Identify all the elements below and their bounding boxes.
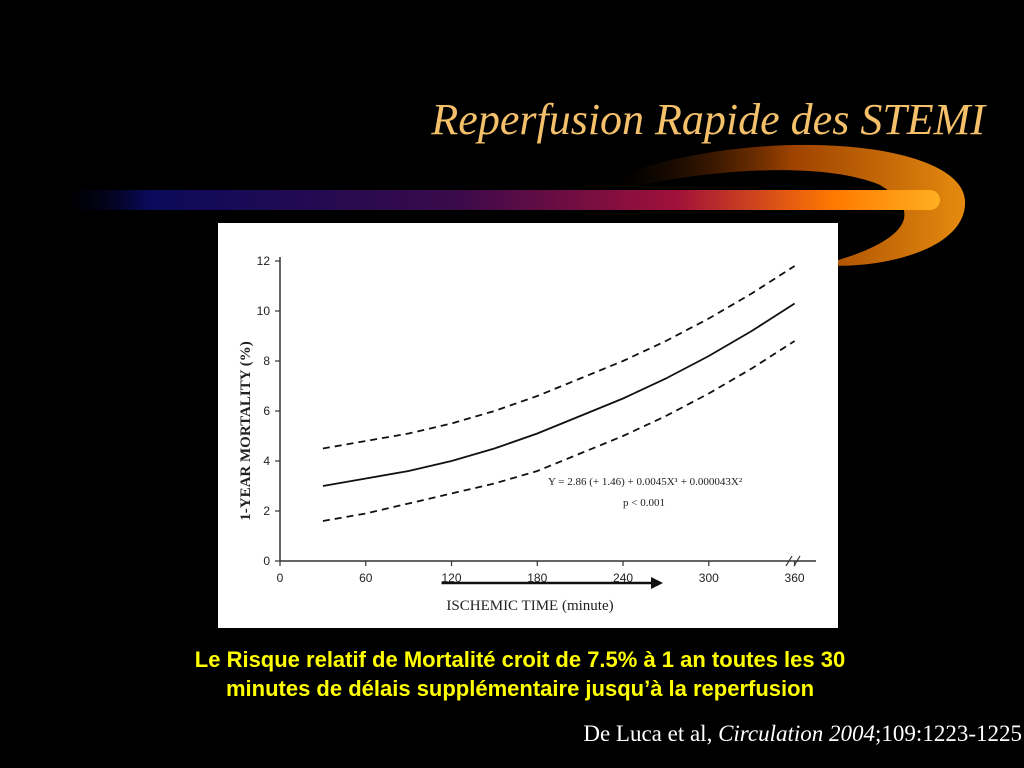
y-tick-label: 6 [263, 404, 270, 418]
y-tick-label: 12 [257, 254, 271, 268]
slide-title: Reperfusion Rapide des STEMI [431, 95, 985, 144]
time-arrow [441, 577, 664, 589]
series-line-confidence-2 [322, 340, 796, 522]
p-value-text: p < 0.001 [623, 497, 665, 509]
caption-line-1: Le Risque relatif de Mortalité croit de … [194, 647, 846, 672]
series-line-confidence-1 [322, 265, 796, 450]
y-tick-label: 10 [257, 304, 271, 318]
x-tick-label: 300 [699, 571, 719, 585]
x-tick-label: 240 [613, 571, 633, 585]
x-tick-label: 180 [527, 571, 547, 585]
y-tick-label: 0 [263, 554, 270, 568]
y-tick-label: 8 [263, 354, 270, 368]
y-tick-label: 4 [263, 454, 270, 468]
citation-journal: Circulation 2004 [718, 721, 876, 746]
x-tick-label: 120 [442, 571, 462, 585]
swoosh-arc [620, 144, 966, 266]
x-tick-label: 60 [359, 571, 373, 585]
citation: De Luca et al, Circulation 2004;109:1223… [583, 721, 1022, 747]
equation-text: Y = 2.86 (+ 1.46) + 0.0045X¹ + 0.000043X… [548, 476, 743, 488]
swoosh-bar [60, 190, 940, 210]
citation-ref: ;109:1223-1225 [875, 721, 1022, 746]
x-tick-label: 360 [785, 571, 805, 585]
series-line-estimate [322, 302, 796, 487]
y-axis-label: 1-YEAR MORTALITY (%) [238, 341, 254, 520]
caption-line-2: minutes de délais supplémentaire jusqu’à… [225, 676, 815, 701]
citation-authors: De Luca et al, [583, 721, 719, 746]
arrow-head [651, 577, 664, 589]
chart-series [322, 265, 796, 522]
caption: Le Risque relatif de Mortalité croit de … [60, 645, 980, 703]
chart-panel: 0 2 4 6 8 10 12 0 60 120 180 240 300 360 1-YEAR MORTA… [218, 223, 838, 628]
x-axis-label: ISCHEMIC TIME (minute) [446, 598, 613, 614]
x-tick-label: 0 [277, 571, 284, 585]
y-tick-label: 2 [263, 504, 270, 518]
chart-axes [279, 257, 816, 567]
decorative-swoosh [60, 144, 966, 266]
